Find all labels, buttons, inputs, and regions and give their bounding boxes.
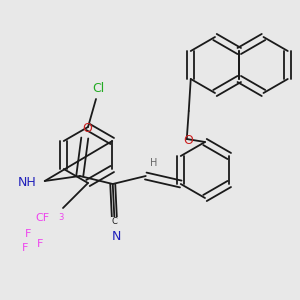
Text: C: C [112,218,118,226]
Text: 3: 3 [58,213,63,222]
Text: F: F [37,239,43,249]
Text: Cl: Cl [92,82,104,95]
Text: CF: CF [36,213,50,223]
Text: F: F [25,229,31,239]
Text: H: H [150,158,158,168]
Text: O: O [183,134,193,148]
Text: F: F [22,243,28,253]
Text: N: N [112,230,122,242]
Text: NH: NH [18,176,37,190]
Text: O: O [82,122,92,134]
